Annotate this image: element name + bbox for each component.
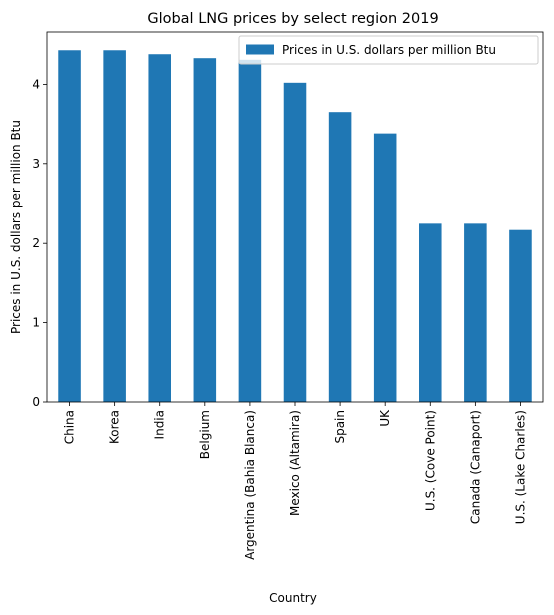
chart-title: Global LNG prices by select region 2019: [147, 11, 438, 27]
bar: [464, 223, 487, 402]
bar: [238, 59, 262, 402]
bar: [373, 133, 397, 402]
legend-box: [238, 35, 539, 65]
bar: [509, 229, 532, 402]
x-tick-label: Korea: [108, 410, 122, 444]
y-tick-label: 1: [32, 316, 40, 330]
plot-frame: [46, 31, 544, 403]
bar: [148, 54, 171, 402]
x-axis-label: Country: [269, 591, 317, 605]
axes-layer: China Korea India Belgium Argentina (Bahia B…: [32, 31, 544, 560]
x-tick-label: Spain: [333, 410, 347, 444]
bars-layer: [58, 50, 532, 402]
bar: [328, 112, 352, 402]
y-tick-label: 3: [32, 157, 40, 171]
y-tick-label: 0: [32, 395, 40, 409]
legend-label: Prices in U.S. dollars per million Btu: [282, 43, 496, 57]
x-tick-label: UK: [378, 409, 392, 427]
x-tick-label: U.S. (Cove Point): [423, 410, 437, 511]
x-tick-label: Mexico (Altamira): [288, 410, 302, 516]
x-tick-label: U.S. (Lake Charles): [513, 410, 527, 524]
y-tick-label: 2: [32, 236, 40, 250]
bar: [283, 82, 307, 402]
bar: [58, 50, 81, 402]
x-tick-label: Belgium: [198, 410, 212, 459]
x-tick-label: India: [153, 410, 167, 439]
legend-swatch: [246, 44, 274, 55]
x-tick-label: Argentina (Bahia Blanca): [243, 410, 257, 560]
bar: [419, 223, 442, 402]
legend: Prices in U.S. dollars per million Btu: [238, 35, 539, 65]
y-tick-label: 4: [32, 77, 40, 91]
y-axis-label: Prices in U.S. dollars per million Btu: [9, 120, 23, 334]
x-tick-label: Canada (Canaport): [468, 410, 482, 524]
x-tick-label: China: [63, 410, 77, 444]
bar: [103, 50, 126, 402]
bar: [193, 58, 217, 402]
